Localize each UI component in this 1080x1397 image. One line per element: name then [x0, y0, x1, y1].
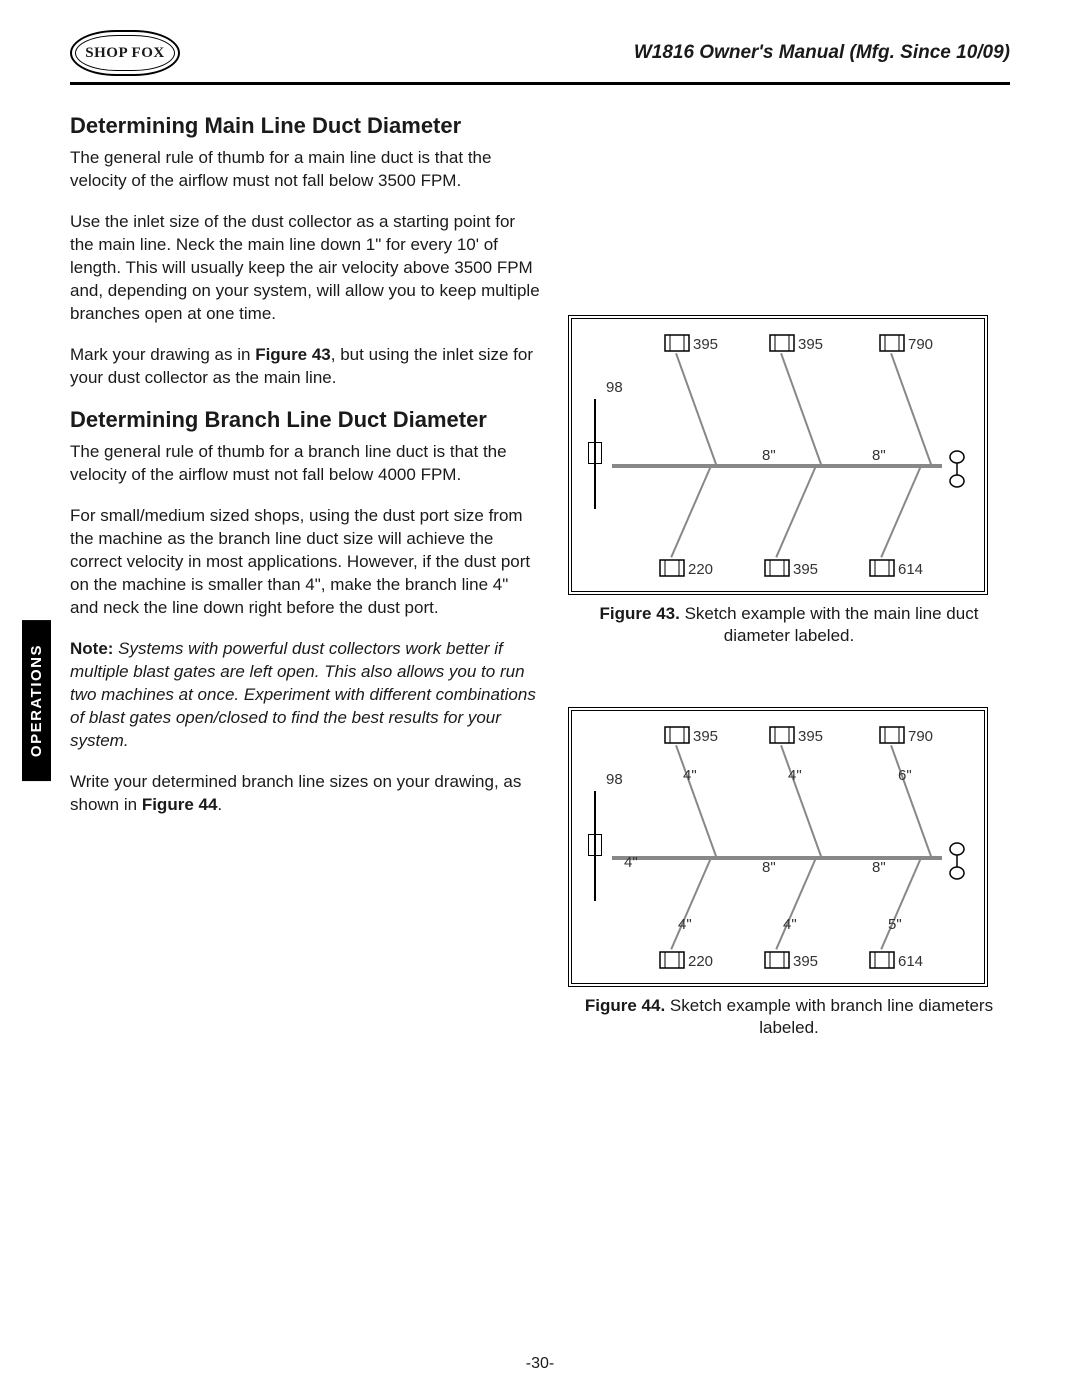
gate-icon	[588, 834, 602, 856]
cfm-label: 395	[793, 953, 818, 970]
para: The general rule of thumb for a main lin…	[70, 147, 540, 193]
machine-icon	[869, 951, 895, 969]
branch-size-label: 5"	[888, 916, 902, 933]
machine-icon	[869, 559, 895, 577]
machine-icon	[659, 951, 685, 969]
branch-duct-line	[675, 353, 717, 465]
para: Write your determined branch line sizes …	[70, 771, 540, 817]
main-size-label: 8"	[762, 859, 776, 876]
dust-collector-icon	[942, 841, 972, 881]
machine-icon	[764, 951, 790, 969]
branch-size-label: 4"	[788, 767, 802, 784]
cfm-label: 220	[688, 561, 713, 578]
para-text: Mark your drawing as in	[70, 345, 255, 364]
branch-duct-line	[675, 745, 717, 857]
machine-icon	[659, 559, 685, 577]
branch-duct-line	[670, 465, 712, 558]
dust-collector-icon	[942, 449, 972, 489]
figure-label: Figure 44.	[585, 996, 665, 1015]
figure-43: 98 395 395 790 220 395 614 8" 8" Figure 43…	[568, 315, 1010, 647]
main-duct-line	[612, 856, 942, 860]
para: For small/medium sized shops, using the …	[70, 505, 540, 620]
heading-branch-line: Determining Branch Line Duct Diameter	[70, 407, 540, 433]
figure-label: Figure 43.	[600, 604, 680, 623]
branch-size-label: 4"	[683, 767, 697, 784]
cfm-label: 98	[606, 379, 623, 396]
machine-icon	[769, 334, 795, 352]
section-tab-operations: OPERATIONS	[22, 620, 51, 781]
figure-44-caption: Figure 44. Sketch example with branch li…	[568, 995, 1010, 1039]
page-header: SHOP FOX W1816 Owner's Manual (Mfg. Sinc…	[70, 30, 1010, 85]
branch-duct-line	[780, 745, 822, 857]
cfm-label: 98	[606, 771, 623, 788]
machine-icon	[664, 726, 690, 744]
branch-duct-line	[775, 465, 817, 558]
cfm-label: 220	[688, 953, 713, 970]
brand-logo-text: SHOP FOX	[85, 45, 164, 62]
cfm-label: 395	[693, 728, 718, 745]
machine-icon	[879, 726, 905, 744]
branch-duct-line	[880, 857, 922, 950]
brand-logo: SHOP FOX	[70, 30, 180, 76]
heading-main-line: Determining Main Line Duct Diameter	[70, 113, 540, 139]
machine-icon	[764, 559, 790, 577]
machine-icon	[769, 726, 795, 744]
branch-duct-line	[890, 745, 932, 857]
branch-duct-line	[775, 857, 817, 950]
note-body: Systems with powerful dust collectors wo…	[70, 639, 536, 750]
page-content: Determining Main Line Duct Diameter The …	[70, 105, 1010, 1079]
figure-44: 98 4" 395 4" 395 4" 790 6" 220 4" 395 4" 614 5"…	[568, 707, 1010, 1039]
note-para: Note: Systems with powerful dust collect…	[70, 638, 540, 753]
branch-duct-line	[880, 465, 922, 558]
figure-44-diagram: 98 4" 395 4" 395 4" 790 6" 220 4" 395 4" 614 5"…	[568, 707, 988, 987]
branch-size-label: 4"	[624, 854, 638, 871]
cfm-label: 395	[798, 728, 823, 745]
branch-size-label: 4"	[678, 916, 692, 933]
machine-icon	[664, 334, 690, 352]
figure-reference: Figure 43	[255, 345, 331, 364]
note-label: Note:	[70, 639, 113, 658]
page-number: -30-	[0, 1355, 1080, 1373]
main-duct-line	[612, 464, 942, 468]
figure-43-diagram: 98 395 395 790 220 395 614 8" 8"	[568, 315, 988, 595]
figure-column: 98 395 395 790 220 395 614 8" 8" Figure 43…	[568, 105, 1010, 1079]
figure-caption-text: Sketch example with branch line diameter…	[665, 996, 993, 1037]
branch-duct-line	[890, 353, 932, 465]
gate-icon	[588, 442, 602, 464]
para: Mark your drawing as in Figure 43, but u…	[70, 344, 540, 390]
figure-reference: Figure 44	[142, 795, 218, 814]
cfm-label: 614	[898, 561, 923, 578]
cfm-label: 614	[898, 953, 923, 970]
main-size-label: 8"	[872, 859, 886, 876]
para: Use the inlet size of the dust collector…	[70, 211, 540, 326]
cfm-label: 395	[693, 336, 718, 353]
figure-43-caption: Figure 43. Sketch example with the main …	[568, 603, 1010, 647]
manual-title: W1816 Owner's Manual (Mfg. Since 10/09)	[634, 42, 1010, 64]
branch-size-label: 4"	[783, 916, 797, 933]
branch-duct-line	[670, 857, 712, 950]
para: The general rule of thumb for a branch l…	[70, 441, 540, 487]
branch-duct-line	[780, 353, 822, 465]
machine-icon	[879, 334, 905, 352]
cfm-label: 790	[908, 728, 933, 745]
text-column: Determining Main Line Duct Diameter The …	[70, 105, 540, 1079]
cfm-label: 395	[793, 561, 818, 578]
branch-size-label: 6"	[898, 767, 912, 784]
cfm-label: 790	[908, 336, 933, 353]
para-text: .	[217, 795, 222, 814]
para-text: Write your determined branch line sizes …	[70, 772, 521, 814]
main-size-label: 8"	[872, 447, 886, 464]
main-size-label: 8"	[762, 447, 776, 464]
cfm-label: 395	[798, 336, 823, 353]
figure-caption-text: Sketch example with the main line duct d…	[680, 604, 979, 645]
